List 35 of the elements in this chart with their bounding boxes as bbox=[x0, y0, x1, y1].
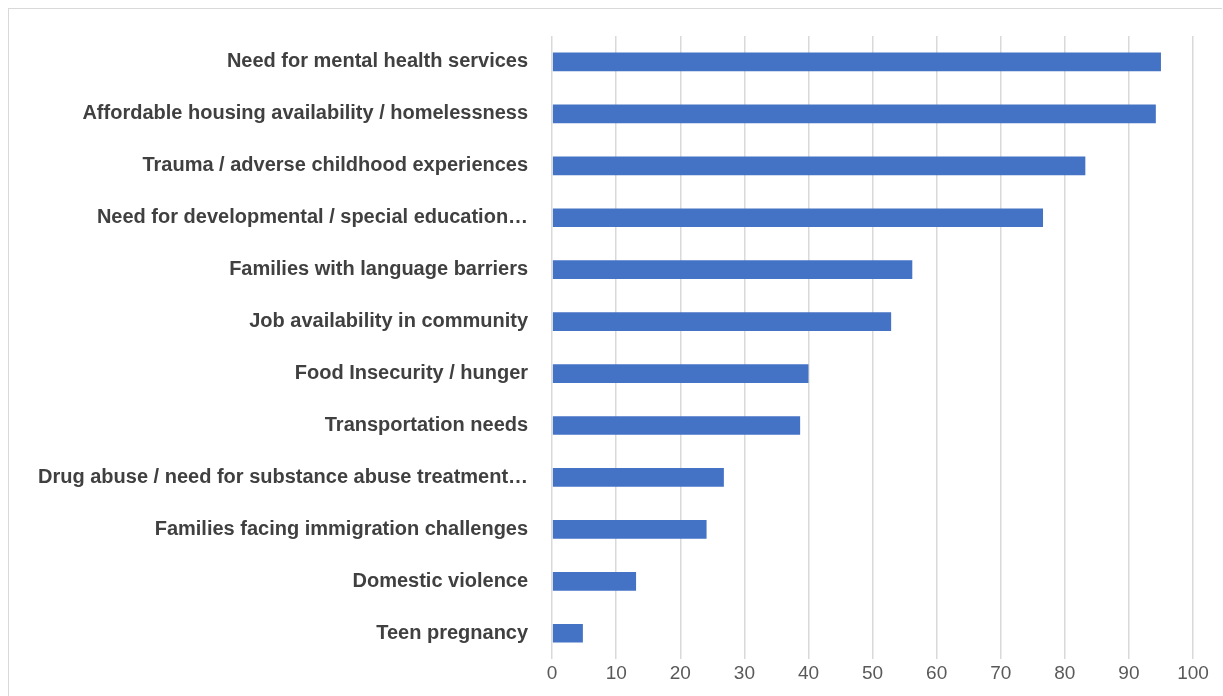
bar bbox=[552, 571, 637, 591]
bar bbox=[552, 104, 1156, 124]
bar bbox=[552, 312, 892, 331]
y-tick-label: Need for developmental / special education… bbox=[96, 205, 529, 228]
bar bbox=[552, 468, 724, 487]
bar bbox=[552, 52, 1161, 72]
bar bbox=[552, 520, 707, 539]
x-tick-label: 100 bbox=[1177, 661, 1209, 683]
bar bbox=[552, 208, 1044, 228]
y-tick-label: Families with language barriers bbox=[229, 257, 529, 280]
x-tick-label: 50 bbox=[861, 661, 884, 683]
y-tick-label: Drug abuse / need for substance abuse treatment… bbox=[37, 464, 529, 487]
x-tick-label: 60 bbox=[926, 661, 948, 683]
y-tick-label: Need for mental health services bbox=[226, 49, 529, 72]
bar bbox=[552, 260, 913, 280]
y-tick-label: Transportation needs bbox=[324, 413, 529, 436]
x-tick-label: 20 bbox=[669, 661, 691, 683]
y-tick-label: Teen pregnancy bbox=[376, 620, 529, 643]
y-tick-label: Domestic violence bbox=[352, 568, 529, 591]
x-tick-label: 30 bbox=[733, 661, 755, 683]
x-tick-label: 90 bbox=[1118, 661, 1140, 683]
bar bbox=[552, 623, 583, 643]
x-tick-label: 0 bbox=[546, 661, 558, 683]
bar bbox=[552, 156, 1086, 176]
y-tick-label: Affordable housing availability / homelessness bbox=[82, 101, 529, 124]
y-tick-label: Food Insecurity / hunger bbox=[294, 361, 529, 384]
bar bbox=[552, 364, 809, 383]
x-tick-label: 40 bbox=[797, 661, 820, 683]
x-tick-label: 10 bbox=[605, 661, 627, 683]
y-tick-label: Families facing immigration challenges bbox=[154, 516, 529, 539]
x-tick-label: 70 bbox=[990, 661, 1012, 683]
y-tick-label: Job availability in community bbox=[249, 309, 529, 332]
y-tick-label: Trauma / adverse childhood experiences bbox=[142, 153, 529, 176]
x-tick-label: 80 bbox=[1054, 661, 1076, 683]
bar bbox=[552, 416, 801, 435]
